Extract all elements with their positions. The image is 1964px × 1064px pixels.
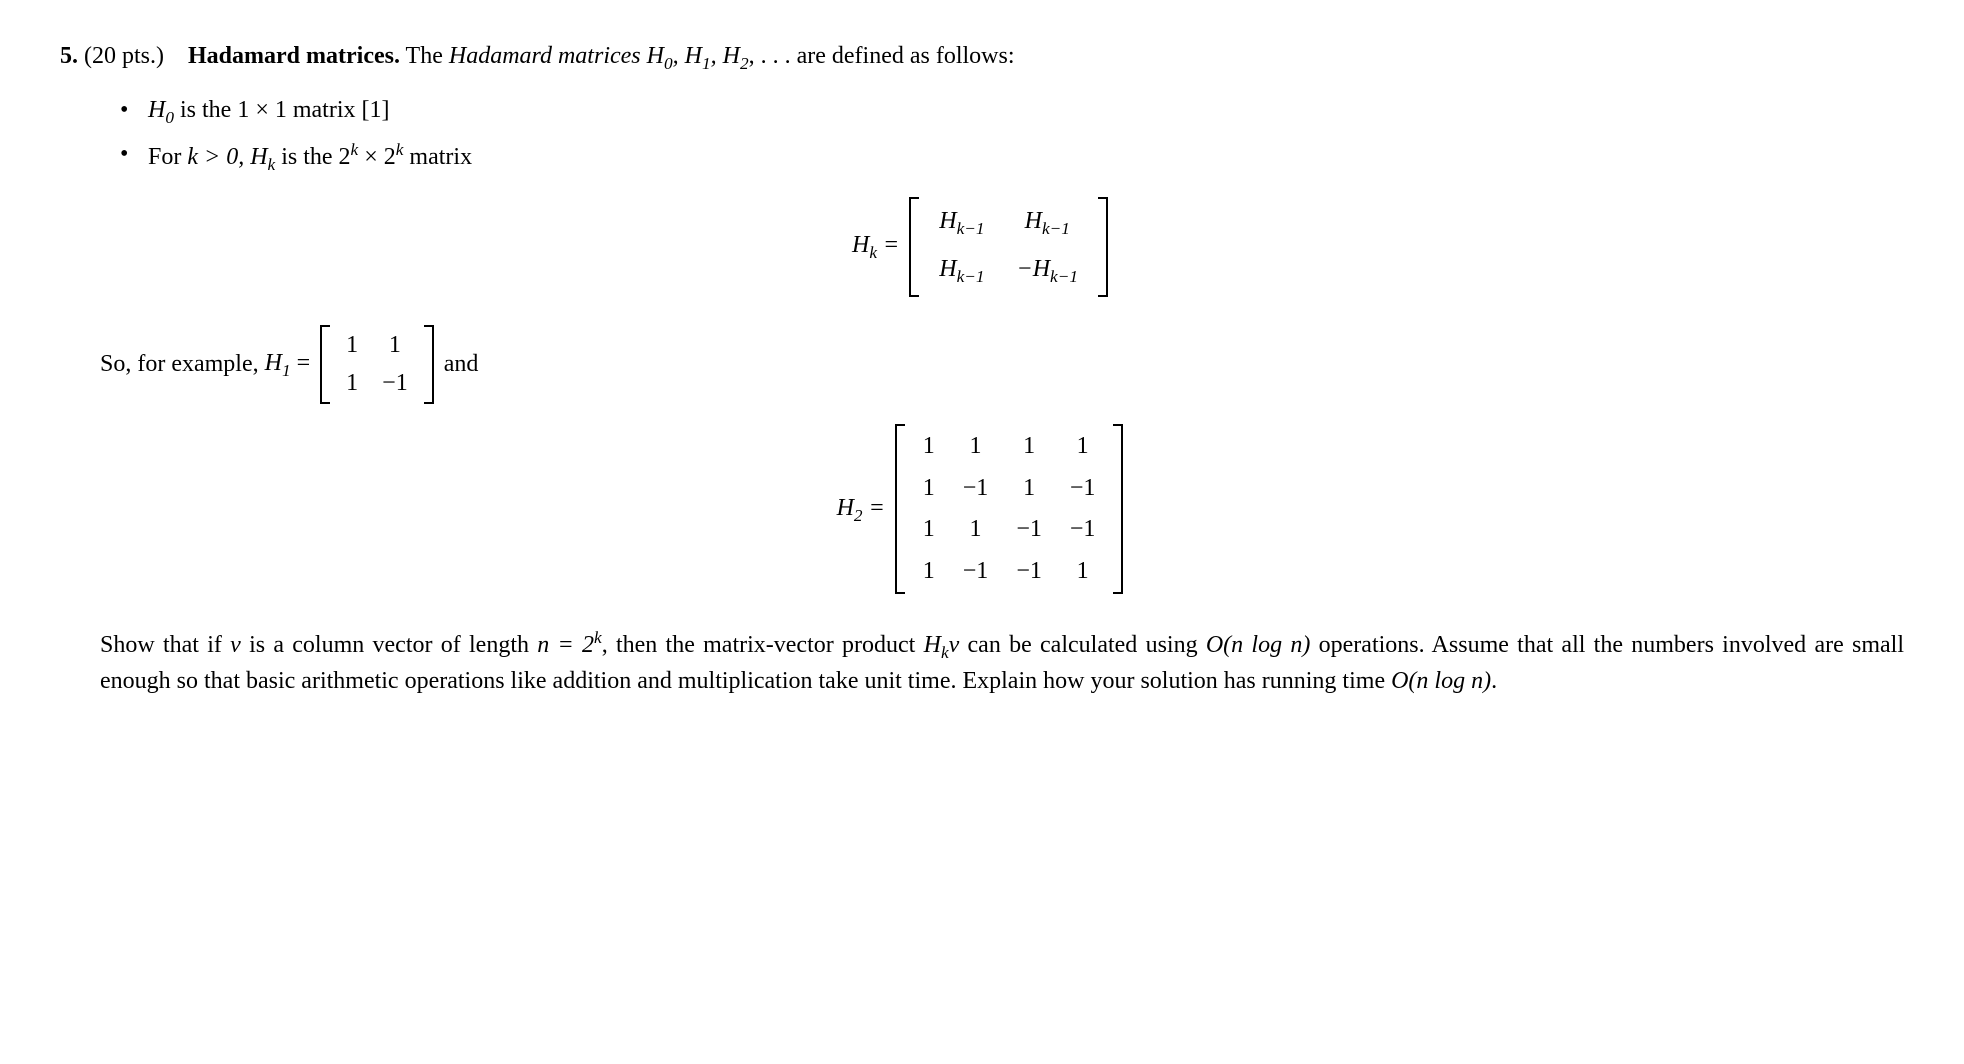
h2-cell: −1	[949, 551, 1003, 593]
intro-sub2: 2	[740, 54, 749, 73]
h1-lhs: H	[265, 350, 282, 376]
intro-sub0: 0	[664, 54, 673, 73]
hk-lhs-sub: k	[869, 243, 877, 262]
h1-eq: =	[291, 350, 317, 376]
h1-cell: 1	[334, 327, 370, 365]
example-and: and	[444, 348, 479, 382]
q-sup: k	[594, 628, 602, 647]
h2-cell: −1	[1056, 509, 1110, 551]
hk-block-equation: Hk = Hk−1 Hk−1 Hk−1 −Hk−1	[60, 197, 1904, 297]
h2-cell: 1	[909, 509, 949, 551]
example-prefix: So, for example,	[100, 348, 259, 382]
h2-matrix: 1 1 1 1 1 −1 1 −1 1 1 −1	[895, 424, 1124, 594]
cell-tr: H	[1025, 208, 1042, 234]
h2-cell: 1	[1002, 468, 1056, 510]
hk-block-matrix: Hk−1 Hk−1 Hk−1 −Hk−1	[909, 197, 1108, 297]
h2-equation: H2 = 1 1 1 1 1 −1 1 −1	[60, 424, 1904, 594]
intro-prefix: The	[406, 43, 449, 69]
bullet-list: H0 is the 1 × 1 matrix [1] For k > 0, Hk…	[120, 94, 1904, 177]
b1-matrix: [1]	[362, 97, 390, 123]
problem-header: 5. (20 pts.) Hadamard matrices. The Hada…	[60, 40, 1904, 76]
problem-container: 5. (20 pts.) Hadamard matrices. The Hada…	[60, 40, 1904, 699]
problem-points: (20 pts.)	[84, 43, 164, 69]
bracket-left-icon	[320, 325, 330, 404]
cell-bl: H	[939, 256, 956, 282]
bracket-left-icon	[909, 197, 919, 297]
bracket-right-icon	[1113, 424, 1123, 594]
problem-number: 5.	[60, 43, 78, 69]
hk-lhs: H	[852, 232, 869, 258]
h1-sub: 1	[282, 361, 291, 380]
intro-c1: , H	[673, 43, 702, 69]
q-p1a: Show that if	[100, 632, 230, 658]
b2-prefix: For	[148, 144, 187, 170]
cell-br: −H	[1017, 256, 1051, 282]
h2-sub: 2	[854, 506, 863, 525]
b2-suffix: matrix	[403, 144, 472, 170]
intro-italic: Hadamard matrices H	[449, 43, 664, 69]
bullet-item-2: For k > 0, Hk is the 2k × 2k matrix	[120, 138, 1904, 177]
q-p1b: is a column vector of length	[241, 632, 537, 658]
cell-bl-sub: k−1	[957, 267, 985, 286]
q-bigO2: O(n log n)	[1391, 668, 1491, 694]
h2-cell: 1	[1056, 426, 1110, 468]
h2-cell: −1	[949, 468, 1003, 510]
h1-cell: −1	[370, 365, 420, 403]
h1-cell: 1	[334, 365, 370, 403]
h2-eq: =	[863, 495, 891, 521]
b1-h: H	[148, 97, 165, 123]
h2-cell: 1	[909, 468, 949, 510]
cell-tl: H	[939, 208, 956, 234]
q-n: n = 2	[537, 632, 594, 658]
h2-cell: −1	[1002, 551, 1056, 593]
intro-c2: , H	[711, 43, 740, 69]
q-hkv-v: v	[949, 632, 960, 658]
b1-sub: 0	[165, 108, 174, 127]
q-hkv-sub: k	[941, 643, 949, 662]
b2-kgt: k > 0, H	[187, 144, 267, 170]
intro-suffix: , . . . are defined as follows:	[749, 43, 1015, 69]
q-p1d: can be calculated using	[959, 632, 1206, 658]
bracket-right-icon	[1098, 197, 1108, 297]
q-bigO: O(n log n)	[1206, 632, 1311, 658]
cell-tr-sub: k−1	[1042, 219, 1070, 238]
h2-cell: 1	[949, 509, 1003, 551]
q-p1f: .	[1491, 668, 1497, 694]
b2-mid: is the 2	[275, 144, 350, 170]
q-v: v	[230, 632, 241, 658]
cell-tl-sub: k−1	[957, 219, 985, 238]
example-h1-line: So, for example, H1 = 11 1−1 and	[100, 325, 1904, 404]
h1-cell: 1	[370, 327, 420, 365]
bracket-left-icon	[895, 424, 905, 594]
b2-times: × 2	[358, 144, 396, 170]
question-paragraph: Show that if v is a column vector of len…	[100, 626, 1904, 699]
h2-cell: 1	[1002, 426, 1056, 468]
h2-cell: 1	[1056, 551, 1110, 593]
q-p1c: , then the matrix-vector product	[602, 632, 924, 658]
b1-mid: is the 1 × 1 matrix	[174, 97, 362, 123]
q-hkv-h: H	[924, 632, 941, 658]
h1-matrix: 11 1−1	[320, 325, 434, 404]
intro-sub1: 1	[702, 54, 711, 73]
h2-cell: −1	[1056, 468, 1110, 510]
cell-br-sub: k−1	[1050, 267, 1078, 286]
problem-title: Hadamard matrices.	[188, 43, 400, 69]
hk-eq: =	[877, 232, 905, 258]
h2-lhs: H	[837, 495, 854, 521]
h2-cell: 1	[949, 426, 1003, 468]
bullet-item-1: H0 is the 1 × 1 matrix [1]	[120, 94, 1904, 130]
h2-cell: 1	[909, 551, 949, 593]
bracket-right-icon	[424, 325, 434, 404]
h2-cell: 1	[909, 426, 949, 468]
h2-cell: −1	[1002, 509, 1056, 551]
